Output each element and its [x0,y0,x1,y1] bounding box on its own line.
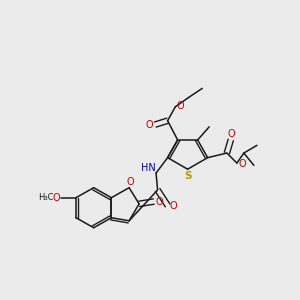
Text: O: O [169,201,177,211]
Text: O: O [238,159,246,169]
Text: HN: HN [141,164,156,173]
Text: O: O [228,129,235,139]
Text: O: O [177,101,184,111]
Text: O: O [155,196,163,206]
Text: S: S [185,171,192,181]
Text: O: O [145,119,153,130]
Text: O: O [126,176,134,187]
Text: H₃C: H₃C [38,193,54,202]
Text: O: O [53,193,61,203]
